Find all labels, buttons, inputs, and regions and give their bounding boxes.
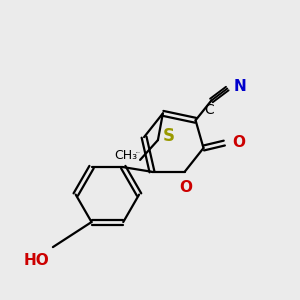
Text: methyl: methyl [136,152,140,153]
Text: N: N [233,79,246,94]
Text: O: O [179,180,192,195]
Text: O: O [232,135,245,150]
Text: HO: HO [23,253,49,268]
Text: CH₃: CH₃ [114,149,137,162]
Text: S: S [163,127,175,145]
Text: C: C [205,103,214,117]
